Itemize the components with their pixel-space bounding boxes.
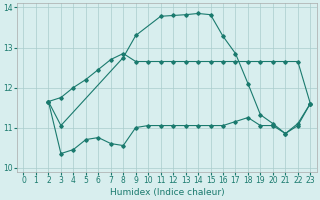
X-axis label: Humidex (Indice chaleur): Humidex (Indice chaleur) bbox=[109, 188, 224, 197]
